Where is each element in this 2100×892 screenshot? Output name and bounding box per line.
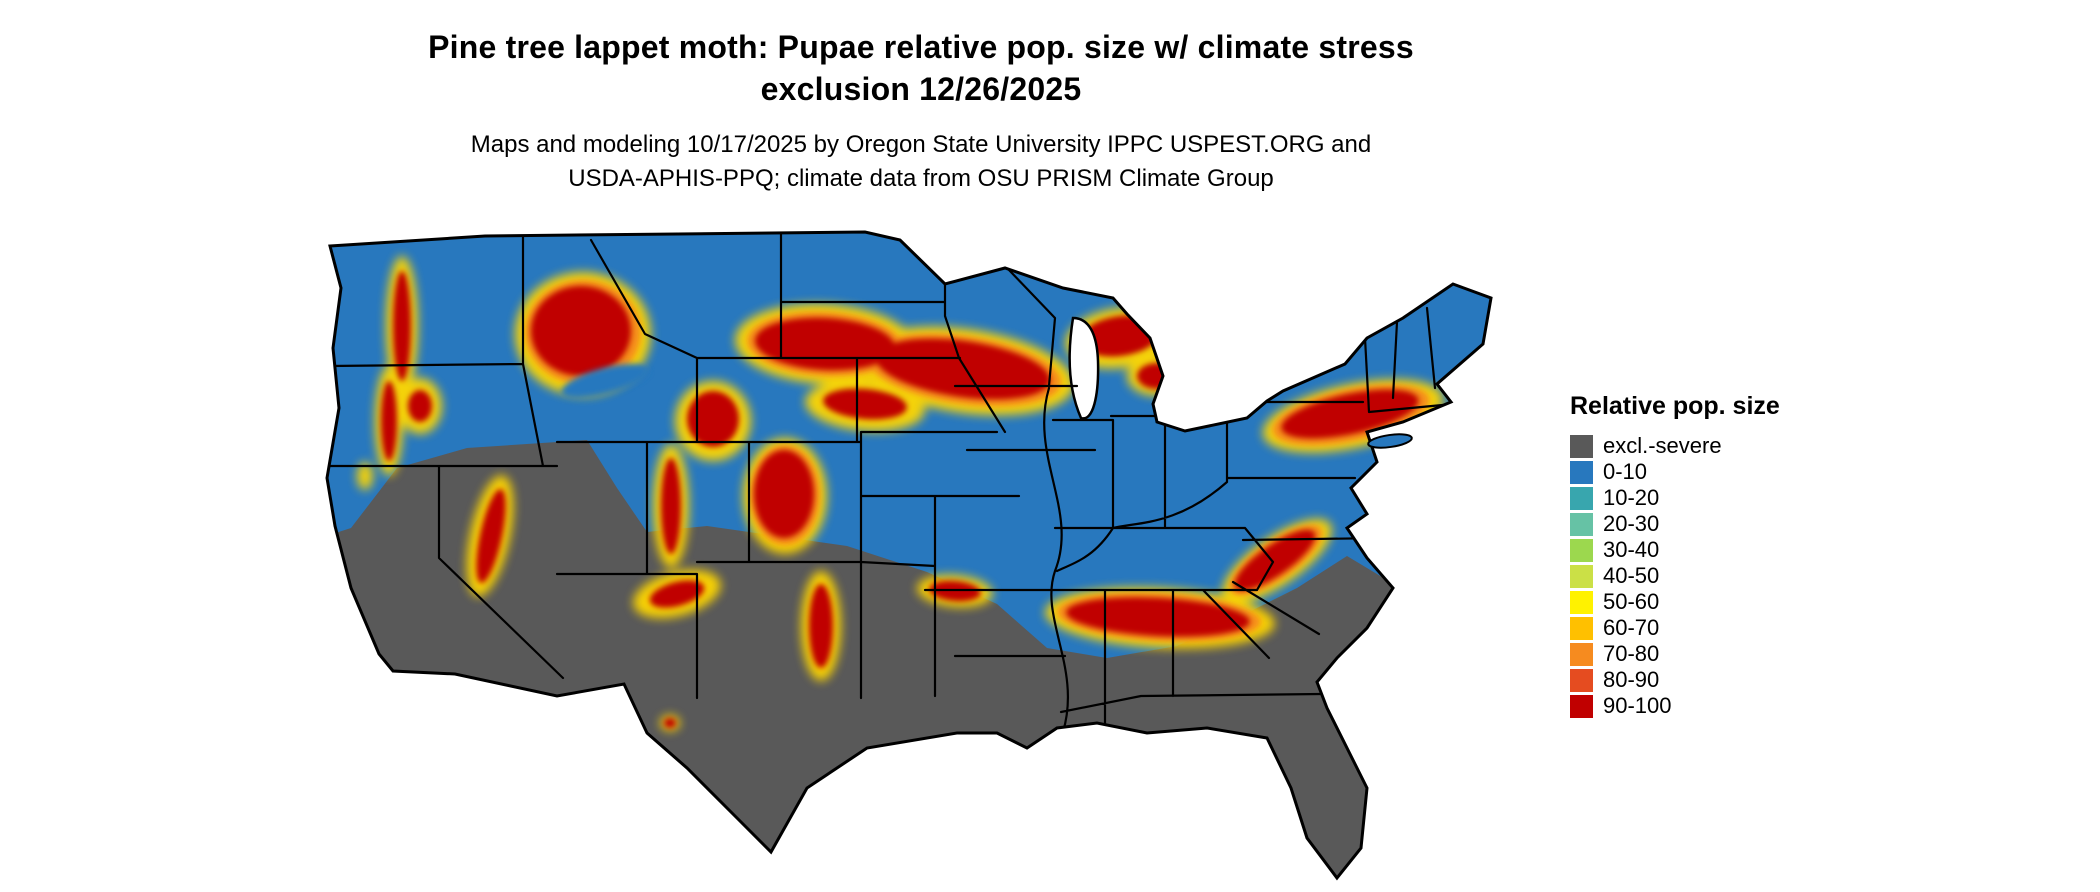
legend-label: 10-20: [1603, 485, 1660, 510]
legend-color-swatch: [1570, 460, 1593, 484]
legend-label: 30-40: [1603, 537, 1660, 562]
legend-row: 30-40: [1570, 537, 1780, 563]
long-island: [1367, 433, 1413, 449]
legend-color-swatch: [1570, 434, 1593, 458]
legend-color-swatch: [1570, 512, 1593, 536]
header: Pine tree lappet moth: Pupae relative po…: [428, 26, 1414, 196]
legend-color-swatch: [1570, 694, 1593, 718]
subtitle: Maps and modeling 10/17/2025 by Oregon S…: [428, 128, 1414, 196]
map-detail-snake-river-plain: [561, 363, 649, 399]
legend-row: 10-20: [1570, 485, 1780, 511]
legend-label: 80-90: [1603, 667, 1660, 692]
legend-label: 60-70: [1603, 615, 1660, 640]
legend-color-swatch: [1570, 668, 1593, 692]
legend-label: 70-80: [1603, 641, 1660, 666]
subtitle-line-2: USDA-APHIS-PPQ; climate data from OSU PR…: [568, 165, 1274, 192]
page-title-line-1: Pine tree lappet moth: Pupae relative po…: [428, 29, 1414, 65]
legend-label: excl.-severe: [1603, 433, 1722, 458]
lake-michigan: [1068, 316, 1100, 420]
legend-label: 50-60: [1603, 589, 1660, 614]
legend-row: 0-10: [1570, 459, 1780, 485]
legend-row: 50-60: [1570, 589, 1780, 615]
legend-row: 20-30: [1570, 511, 1780, 537]
legend-color-swatch: [1570, 564, 1593, 588]
legend-label: 90-100: [1603, 693, 1672, 718]
legend-color-swatch: [1570, 616, 1593, 640]
legend-row: 80-90: [1570, 667, 1780, 693]
subtitle-line-1: Maps and modeling 10/17/2025 by Oregon S…: [470, 131, 1372, 158]
legend-color-swatch: [1570, 486, 1593, 510]
legend-label: 40-50: [1603, 563, 1660, 588]
state-borders: [327, 232, 1455, 734]
us-map-svg: [325, 230, 1493, 880]
page-title-line-2: exclusion 12/26/2025: [760, 71, 1082, 107]
legend-color-swatch: [1570, 642, 1593, 666]
legend-row: 70-80: [1570, 641, 1780, 667]
map-layer-highest-red: [381, 271, 1475, 728]
legend-row: 40-50: [1570, 563, 1780, 589]
legend-label: 20-30: [1603, 511, 1660, 536]
legend-label: 0-10: [1603, 459, 1648, 484]
legend-color-swatch: [1570, 538, 1593, 562]
legend-row: 90-100: [1570, 693, 1780, 719]
legend-row: excl.-severe: [1570, 433, 1780, 459]
us-map: [305, 226, 1533, 888]
legend-row: 60-70: [1570, 615, 1780, 641]
legend: Relative pop. size excl.-severe 0-10 10-…: [1570, 392, 1780, 719]
legend-color-swatch: [1570, 590, 1593, 614]
legend-title: Relative pop. size: [1570, 392, 1780, 420]
legend-rows: excl.-severe 0-10 10-20 20-30: [1570, 433, 1780, 719]
